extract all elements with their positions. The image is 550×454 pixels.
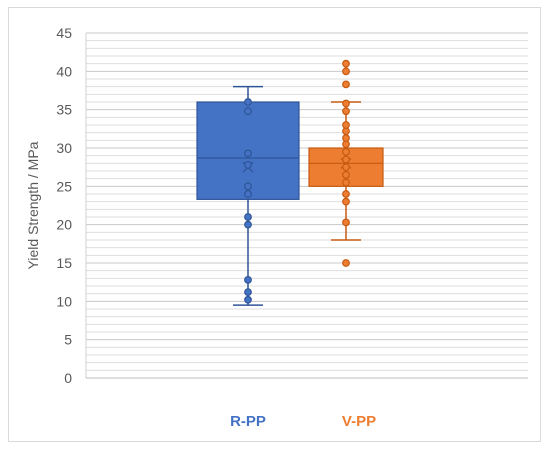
data-point xyxy=(244,107,252,116)
data-point xyxy=(244,149,252,158)
data-point xyxy=(342,197,350,206)
data-point xyxy=(244,160,252,169)
y-axis-label: Yield Strength / MPa xyxy=(25,141,41,269)
data-point xyxy=(342,107,350,116)
data-point xyxy=(342,178,350,187)
data-point xyxy=(244,213,252,221)
data-point xyxy=(342,80,350,89)
data-point xyxy=(342,190,350,198)
y-tick-label: 20 xyxy=(56,217,72,233)
data-point xyxy=(342,99,350,108)
y-tick-label: 5 xyxy=(64,332,72,348)
data-point xyxy=(342,147,350,156)
y-tick-label: 0 xyxy=(64,370,72,386)
data-point xyxy=(342,59,350,68)
legend-label-v-pp: V-PP xyxy=(342,413,376,430)
data-point xyxy=(342,67,350,76)
data-point xyxy=(342,121,350,129)
y-tick-label: 45 xyxy=(56,25,72,41)
data-point xyxy=(244,220,252,229)
y-tick-label: 40 xyxy=(56,63,72,79)
legend-label-r-pp: R-PP xyxy=(230,413,266,430)
data-point xyxy=(244,182,252,191)
data-point xyxy=(342,259,350,267)
data-point xyxy=(342,155,350,164)
data-point xyxy=(342,218,350,227)
y-tick-label: 25 xyxy=(56,178,72,194)
data-point xyxy=(244,190,252,198)
data-point xyxy=(244,295,252,304)
data-point xyxy=(342,163,350,172)
y-tick-label: 15 xyxy=(56,255,72,271)
y-tick-label: 10 xyxy=(56,293,72,309)
y-tick-label: 35 xyxy=(56,102,72,118)
data-point xyxy=(244,98,252,106)
data-point xyxy=(342,134,350,142)
data-point xyxy=(244,275,252,284)
y-tick-label: 30 xyxy=(56,140,72,156)
data-point xyxy=(244,288,252,297)
data-point xyxy=(342,170,350,179)
